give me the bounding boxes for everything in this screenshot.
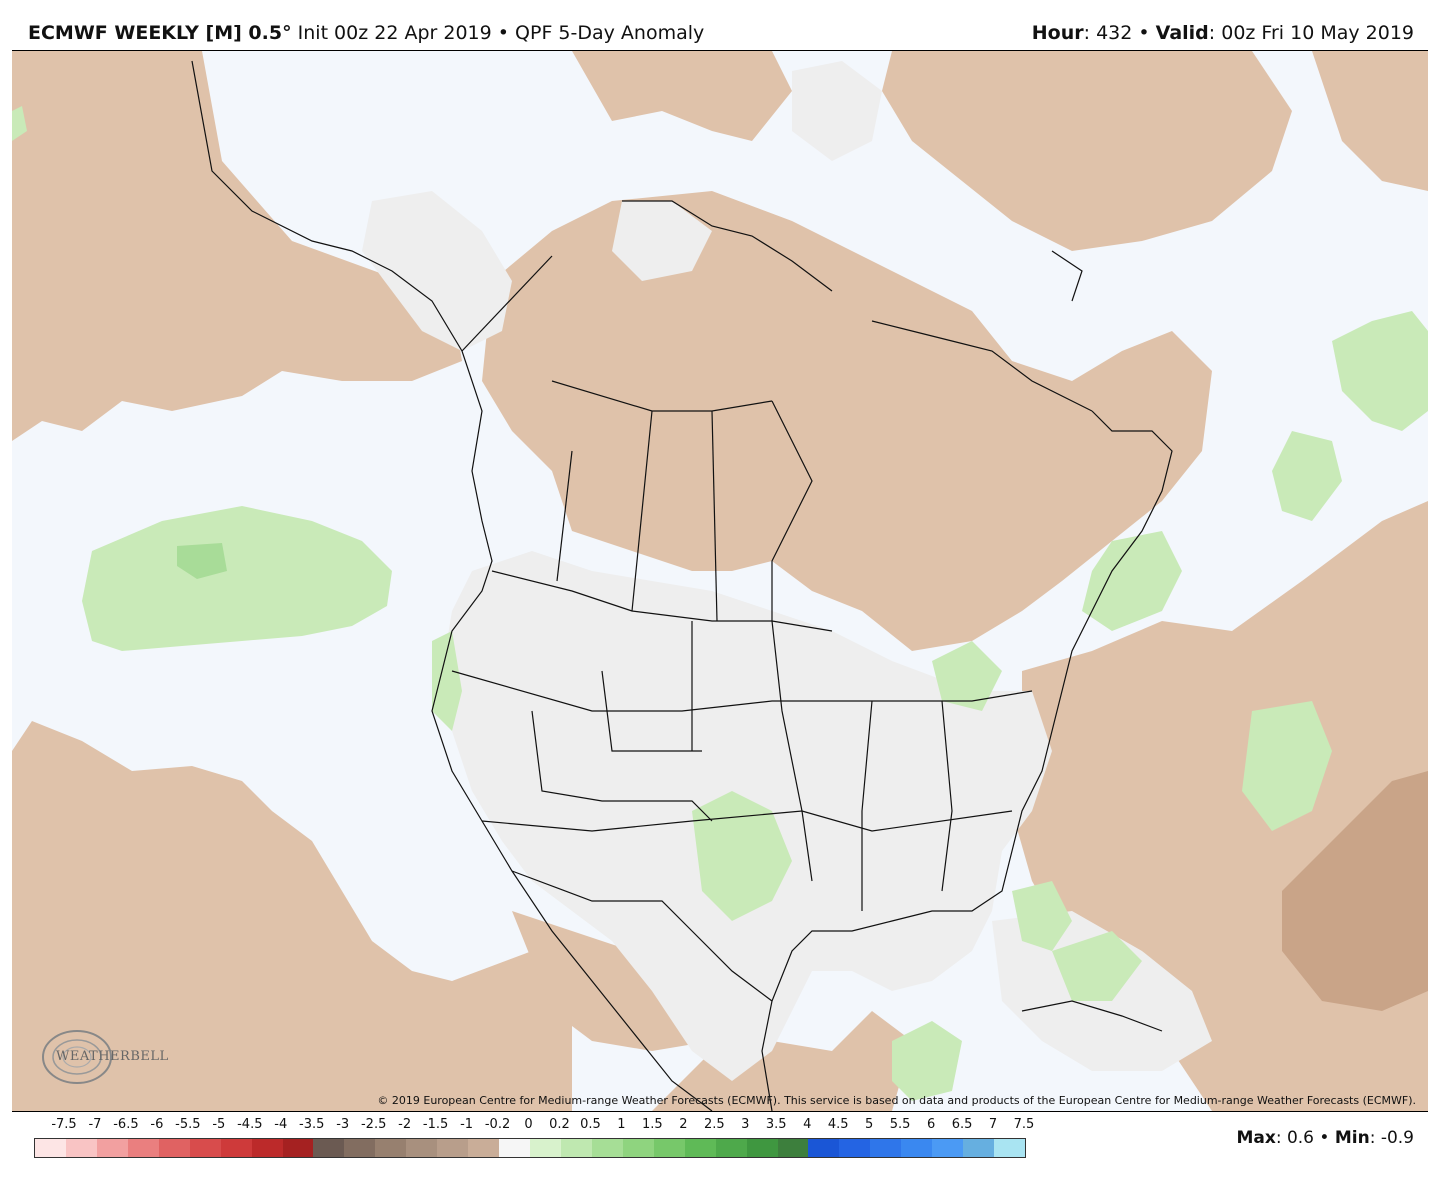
scale-swatch bbox=[220, 1139, 252, 1157]
scale-swatch bbox=[437, 1139, 469, 1157]
product-name: QPF 5-Day Anomaly bbox=[515, 22, 705, 44]
scale-swatch bbox=[963, 1139, 995, 1157]
scale-tick-label: -3.5 bbox=[299, 1117, 325, 1132]
scale-tick-label: -5.5 bbox=[175, 1117, 201, 1132]
scale-swatch bbox=[282, 1139, 314, 1157]
scale-swatch bbox=[622, 1139, 654, 1157]
hour-label: Hour bbox=[1031, 22, 1084, 44]
scale-swatch bbox=[839, 1139, 871, 1157]
scale-tick-label: 5.5 bbox=[889, 1117, 911, 1132]
scale-swatch bbox=[344, 1139, 376, 1157]
scale-swatch bbox=[684, 1139, 716, 1157]
scale-swatch bbox=[65, 1139, 97, 1157]
scale-tick-label: -7 bbox=[88, 1117, 102, 1132]
anomaly-map: WEATHERBELL © 2019 European Centre for M… bbox=[12, 50, 1428, 1112]
scale-tick-label: -1 bbox=[460, 1117, 474, 1132]
scale-tick-label: -2.5 bbox=[360, 1117, 387, 1132]
scale-tick-label: 2.5 bbox=[703, 1117, 725, 1132]
max-value: : 0.6 bbox=[1275, 1128, 1314, 1148]
scale-tick-label: -4 bbox=[274, 1117, 288, 1132]
scale-tick-label: 1.5 bbox=[642, 1117, 663, 1132]
scale-tick-label: 5 bbox=[865, 1117, 874, 1132]
scale-swatch bbox=[808, 1139, 840, 1157]
wetter-core bbox=[177, 543, 227, 579]
valid-bullet: • bbox=[1138, 22, 1150, 44]
scale-swatch bbox=[870, 1139, 902, 1157]
scale-swatch bbox=[560, 1139, 592, 1157]
scale-tick-label: 0 bbox=[524, 1117, 533, 1132]
degree-symbol: ° bbox=[282, 22, 292, 44]
scale-tick-label: 4 bbox=[803, 1117, 812, 1132]
map-boundaries bbox=[191, 60, 1173, 1111]
scale-tick-label: 6.5 bbox=[951, 1117, 973, 1132]
scale-swatch bbox=[251, 1139, 283, 1157]
scale-tick-label: 1 bbox=[617, 1117, 626, 1132]
scale-tick-label: -4.5 bbox=[237, 1117, 263, 1132]
scale-swatch bbox=[127, 1139, 159, 1157]
scale-swatch bbox=[746, 1139, 778, 1157]
scale-tick-label: 6 bbox=[926, 1117, 936, 1132]
scale-swatch bbox=[313, 1139, 345, 1157]
scale-swatch bbox=[35, 1139, 66, 1157]
scale-tick-label: 7.5 bbox=[1013, 1117, 1035, 1132]
stats-bullet: • bbox=[1319, 1128, 1330, 1148]
scale-swatch bbox=[994, 1139, 1025, 1157]
scale-tick-label: 0.2 bbox=[549, 1117, 570, 1132]
scale-swatch bbox=[530, 1139, 561, 1157]
scale-swatch bbox=[777, 1139, 809, 1157]
scale-tick-label: 3 bbox=[741, 1117, 750, 1132]
strong-dry-areas bbox=[1282, 771, 1428, 1011]
hour-value: : 432 bbox=[1083, 22, 1133, 44]
dry-anomaly-areas bbox=[12, 51, 1428, 1111]
scale-tick-label: 0.5 bbox=[580, 1117, 601, 1132]
scale-swatch bbox=[375, 1139, 407, 1157]
scale-swatch bbox=[715, 1139, 747, 1157]
map-canvas bbox=[12, 51, 1428, 1111]
scale-tick-label: -6 bbox=[150, 1117, 164, 1132]
weatherbell-logo-text: WEATHERBELL bbox=[56, 1049, 169, 1064]
copyright-notice: © 2019 European Centre for Medium-range … bbox=[377, 1094, 1416, 1107]
scale-tick-label: 2 bbox=[679, 1117, 688, 1132]
scale-tick-label: -1.5 bbox=[422, 1117, 449, 1132]
valid-time: Hour: 432 • Valid: 00z Fri 10 May 2019 bbox=[1032, 18, 1414, 48]
init-time: Init 00z 22 Apr 2019 bbox=[297, 22, 492, 44]
scale-swatch bbox=[189, 1139, 221, 1157]
model-name: ECMWF WEEKLY [M] 0.5 bbox=[28, 22, 283, 44]
scale-swatch bbox=[468, 1139, 500, 1157]
map-title: ECMWF WEEKLY [M] 0.5° Init 00z 22 Apr 20… bbox=[28, 18, 704, 48]
scale-tick-label: -2 bbox=[398, 1117, 412, 1132]
scale-tick-label: 7 bbox=[988, 1117, 998, 1132]
scale-tick-label: 4.5 bbox=[827, 1117, 849, 1132]
scale-swatch bbox=[932, 1139, 964, 1157]
scale-swatch bbox=[158, 1139, 190, 1157]
color-scale-legend: -7.5 -7 -6.5 -6 -5.5 -5 -4.5 -4 -3.5 -3 -2.5 -2 -1.5… bbox=[34, 1117, 1034, 1161]
wet-anomaly-areas bbox=[12, 106, 1428, 1101]
max-label: Max bbox=[1236, 1128, 1276, 1148]
min-label: Min bbox=[1334, 1128, 1370, 1148]
scale-tick-label: -3 bbox=[336, 1117, 350, 1132]
max-min-stats: Max: 0.6 • Min: -0.9 bbox=[1236, 1128, 1414, 1148]
scale-tick-label: 3.5 bbox=[765, 1117, 787, 1132]
scale-swatch bbox=[653, 1139, 685, 1157]
valid-label: Valid bbox=[1155, 22, 1209, 44]
scale-tick-label: -7.5 bbox=[51, 1117, 77, 1132]
scale-swatch bbox=[901, 1139, 933, 1157]
valid-value: : 00z Fri 10 May 2019 bbox=[1208, 22, 1414, 44]
scale-swatch bbox=[406, 1139, 438, 1157]
scale-swatch bbox=[499, 1139, 530, 1157]
scale-swatch bbox=[591, 1139, 623, 1157]
scale-tick-label: -0.2 bbox=[484, 1117, 511, 1132]
scale-tick-label: -5 bbox=[212, 1117, 226, 1132]
title-bullet: • bbox=[497, 22, 509, 44]
weatherbell-logo-icon bbox=[42, 1030, 112, 1084]
scale-swatch bbox=[96, 1139, 128, 1157]
min-value: : -0.9 bbox=[1369, 1128, 1414, 1148]
scale-bar bbox=[34, 1138, 1026, 1158]
scale-tick-label: -6.5 bbox=[113, 1117, 139, 1132]
